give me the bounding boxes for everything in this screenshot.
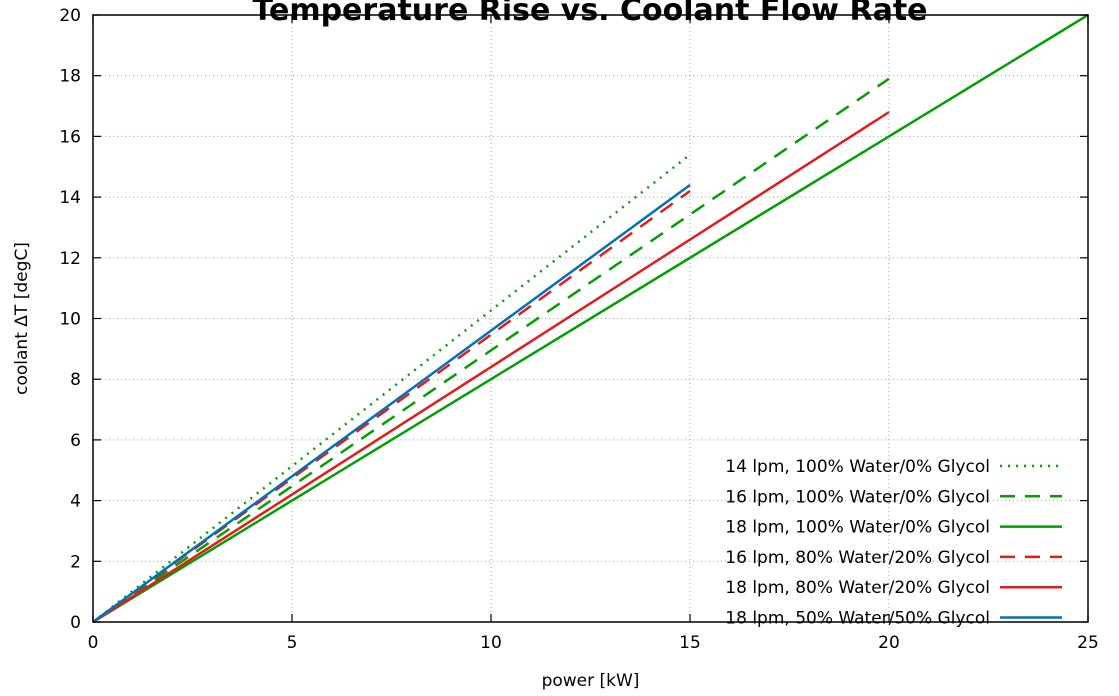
y-tick-label: 2	[70, 552, 81, 572]
x-tick-label: 0	[88, 633, 99, 653]
tick-layer: 0 5 10 15 20 25 0 2 4 6 8 10 12 14 16 18 20	[59, 6, 1098, 653]
legend-label: 16 lpm, 80% Water/20% Glycol	[725, 548, 990, 568]
x-tick-label: 5	[287, 633, 298, 653]
x-tick-label: 20	[878, 633, 900, 653]
y-tick-label: 0	[70, 613, 81, 633]
series-line-6	[92, 183, 691, 624]
chart-title: Temperature Rise vs. Coolant Flow Rate	[253, 0, 928, 28]
y-tick-label: 8	[70, 370, 81, 390]
y-axis-label: coolant ΔT [degC]	[12, 242, 32, 395]
series-line-4	[92, 190, 691, 624]
legend-label: 18 lpm, 80% Water/20% Glycol	[725, 578, 990, 598]
y-tick-label: 6	[70, 431, 81, 451]
legend-label: 18 lpm, 100% Water/0% Glycol	[725, 518, 990, 538]
series-line-2	[92, 77, 890, 624]
y-tick-label: 18	[59, 67, 81, 87]
y-tick-label: 14	[59, 188, 81, 208]
legend-label: 16 lpm, 100% Water/0% Glycol	[725, 487, 990, 507]
x-axis-label: power [kW]	[542, 671, 640, 691]
y-tick-label: 16	[59, 127, 81, 147]
series-layer	[92, 13, 1089, 624]
legend: 14 lpm, 100% Water/0% Glycol 16 lpm, 100%…	[725, 457, 1062, 629]
y-tick-label: 20	[59, 6, 81, 26]
series-line-5	[92, 111, 890, 624]
y-tick-label: 4	[70, 492, 81, 512]
series-line-3	[92, 13, 1089, 624]
x-tick-label: 25	[1077, 633, 1099, 653]
series-line-1	[92, 153, 691, 623]
legend-label: 18 lpm, 50% Water/50% Glycol	[725, 609, 990, 629]
y-tick-label: 10	[59, 310, 81, 330]
legend-label: 14 lpm, 100% Water/0% Glycol	[725, 457, 990, 477]
x-tick-label: 15	[679, 633, 701, 653]
x-tick-label: 10	[480, 633, 502, 653]
y-tick-label: 12	[59, 249, 81, 269]
